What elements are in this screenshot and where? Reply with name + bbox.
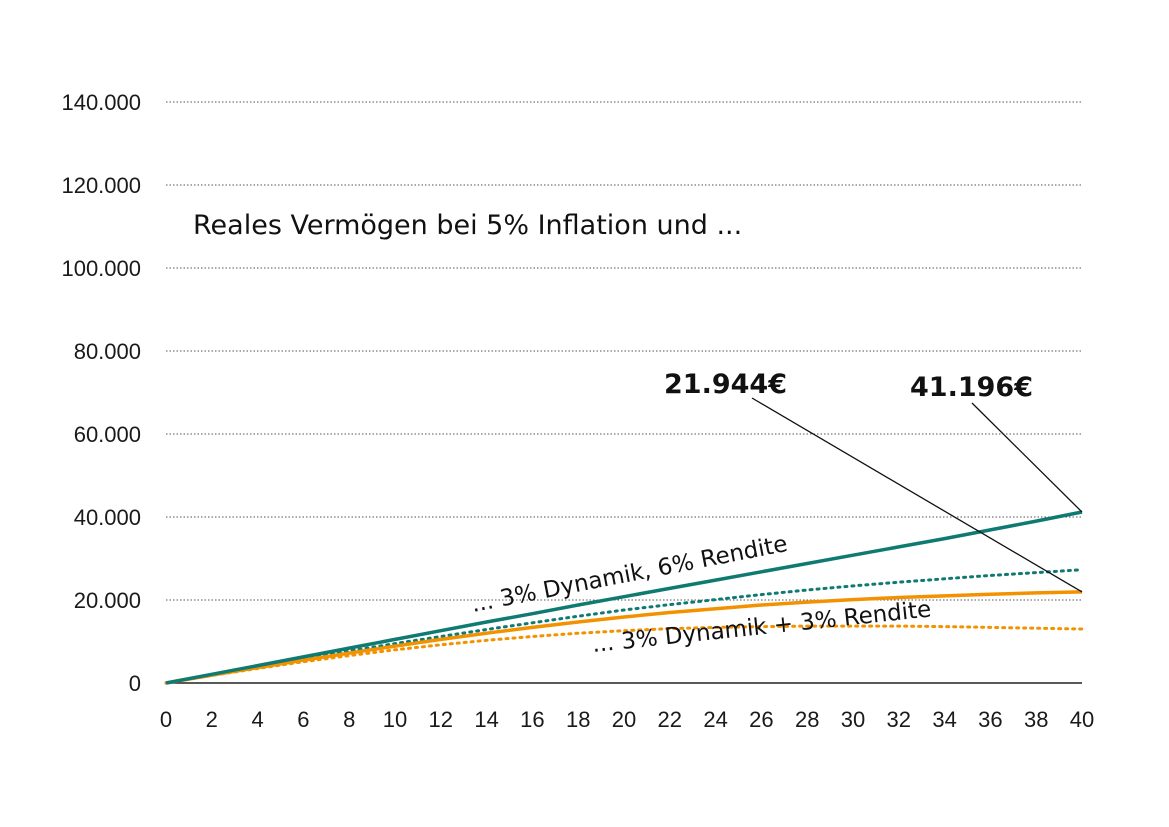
y-tick-label: 20.000 bbox=[74, 588, 141, 613]
series-line-solid-0 bbox=[165, 510, 1083, 685]
series-lines bbox=[164, 510, 1084, 685]
x-tick-label: 4 bbox=[251, 707, 263, 732]
x-tick-label: 18 bbox=[566, 707, 590, 732]
callout-leader-line bbox=[971, 402, 1083, 513]
x-tick-label: 20 bbox=[612, 707, 636, 732]
x-tick-label: 40 bbox=[1070, 707, 1094, 732]
x-tick-label: 24 bbox=[703, 707, 727, 732]
x-tick-label: 12 bbox=[429, 707, 453, 732]
y-tick-label: 60.000 bbox=[74, 422, 141, 447]
y-tick-label: 100.000 bbox=[61, 256, 141, 281]
x-tick-label: 8 bbox=[343, 707, 355, 732]
x-tick-label: 28 bbox=[795, 707, 819, 732]
y-tick-label: 0 bbox=[129, 671, 141, 696]
y-tick-label: 40.000 bbox=[74, 505, 141, 530]
gridlines bbox=[166, 101, 1082, 601]
x-tick-label: 16 bbox=[520, 707, 544, 732]
callout-leader-line bbox=[751, 397, 1083, 593]
x-tick-label: 34 bbox=[932, 707, 956, 732]
series-line-dotted-3 bbox=[164, 624, 1084, 685]
x-tick-label: 32 bbox=[887, 707, 911, 732]
callout-value: 41.196€ bbox=[910, 372, 1033, 403]
series-line-solid-2 bbox=[165, 590, 1083, 685]
x-tick-label: 26 bbox=[749, 707, 773, 732]
y-axis-tick-labels: 0 20.000 40.000 60.000 80.000 100.000 120.000 1… bbox=[61, 90, 141, 696]
x-tick-label: 0 bbox=[160, 707, 172, 732]
x-tick-label: 2 bbox=[206, 707, 218, 732]
y-tick-label: 140.000 bbox=[61, 90, 141, 115]
callout-value: 21.944€ bbox=[664, 369, 787, 400]
y-tick-label: 80.000 bbox=[74, 339, 141, 364]
x-tick-label: 10 bbox=[383, 707, 407, 732]
x-tick-label: 36 bbox=[978, 707, 1002, 732]
x-tick-label: 30 bbox=[841, 707, 865, 732]
x-tick-label: 38 bbox=[1024, 707, 1048, 732]
y-tick-label: 120.000 bbox=[61, 173, 141, 198]
x-tick-label: 22 bbox=[658, 707, 682, 732]
callout-annotations: 21.944€ 41.196€ bbox=[664, 369, 1083, 593]
x-tick-label: 14 bbox=[474, 707, 498, 732]
x-tick-label: 6 bbox=[297, 707, 309, 732]
chart-title: Reales Vermögen bei 5% Inflation und ... bbox=[193, 210, 742, 241]
x-axis-tick-labels: 0 2 4 6 8 10 12 14 16 18 20 22 24 26 28 30 32 34 36 38 40 bbox=[160, 707, 1094, 732]
